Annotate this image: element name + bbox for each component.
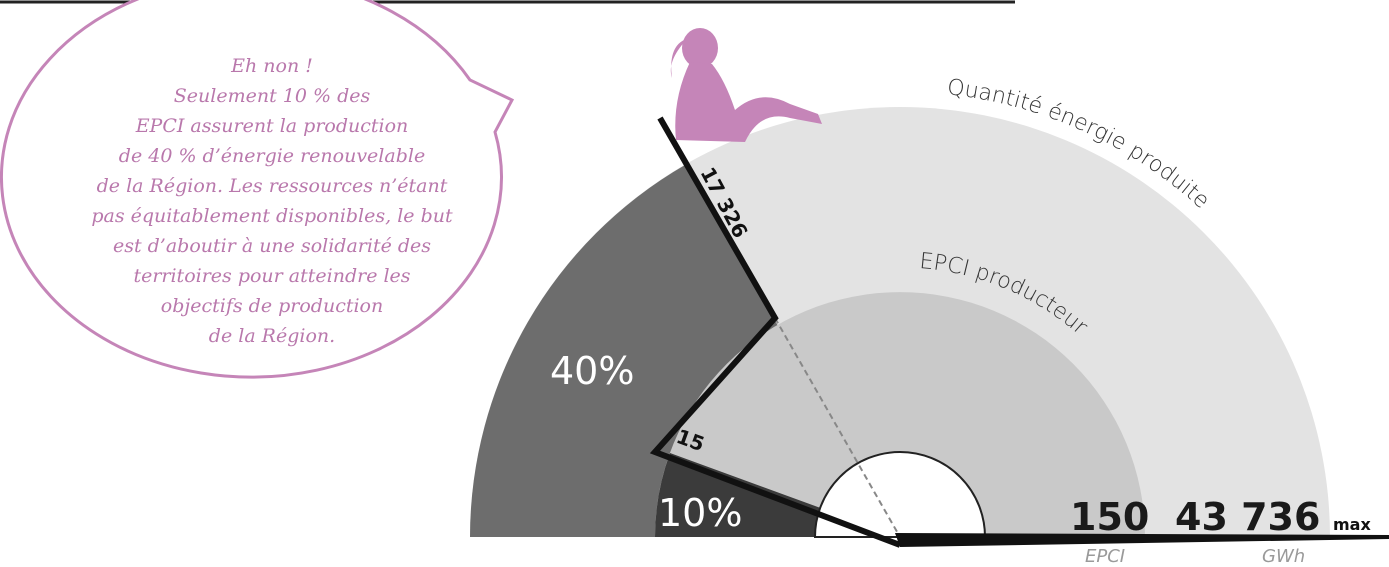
- guide-line: [774, 317, 901, 538]
- bubble-text: Eh non ! Seulement 10 % des EPCI assurent …: [91, 55, 453, 347]
- energy-unit: GWh: [1262, 546, 1305, 567]
- epci-max: 150: [1070, 495, 1149, 539]
- epci-unit: EPCI: [1085, 546, 1125, 567]
- bubble-line: de 40 % d’énergie renouvelable: [119, 145, 425, 167]
- speech-bubble: [0, 0, 515, 379]
- inner-ring: [655, 292, 1145, 537]
- bubble-line: est d’aboutir à une solidarité des: [113, 235, 431, 257]
- hub: [813, 451, 987, 538]
- max-label: max: [1333, 515, 1371, 534]
- bubble-line: EPCI assurent la production: [135, 115, 409, 137]
- outer-share: 40%: [550, 349, 634, 393]
- figure-icon: [670, 28, 822, 142]
- bubble-line: de la Région. Les ressources n’étant: [97, 175, 448, 197]
- baseline-needle: [895, 533, 1389, 547]
- inner-share: 10%: [658, 491, 742, 535]
- bubble-line: territoires pour atteindre les: [133, 265, 410, 287]
- bubble-line: Seulement 10 % des: [174, 85, 371, 107]
- energy-max: 43 736: [1175, 495, 1320, 539]
- bubble-line: objectifs de production: [161, 295, 383, 317]
- bubble-line: Eh non !: [230, 55, 313, 77]
- bubble-line: de la Région.: [209, 325, 335, 347]
- bubble-line: pas équitablement disponibles, le but: [91, 205, 453, 227]
- needle: [649, 116, 902, 548]
